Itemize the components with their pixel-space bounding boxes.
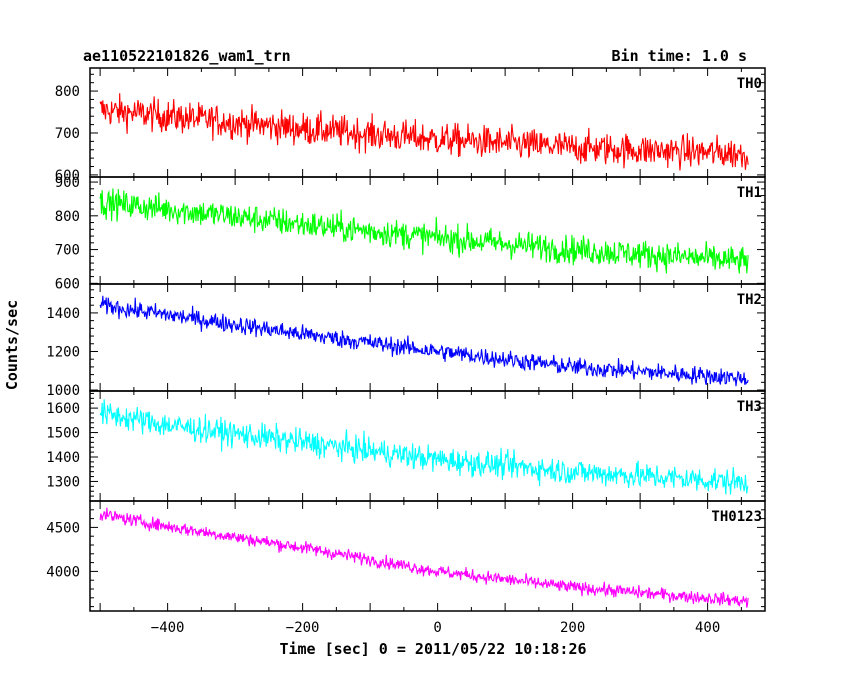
y-tick-label: 600 [55,168,80,184]
x-axis: −400 −200 0 200 400 [151,620,721,636]
panel-th1: 600 700 800 900 TH1 [55,175,766,292]
series-line-th3 [99,399,749,495]
series-line-th0 [99,93,749,171]
panel-label-th2: TH2 [737,292,762,308]
panel-frame [89,67,766,178]
y-tick-label: 800 [55,209,80,225]
y-tick-label: 700 [55,126,80,142]
y-tick-label: 1400 [46,450,80,466]
y-tick-label: 700 [55,243,80,259]
x-tick-label: 400 [695,620,720,636]
panel-label-th1: TH1 [737,185,762,201]
panel-label-th0: TH0 [737,76,762,92]
x-tick-label: −200 [286,620,320,636]
series-line-th2 [99,295,749,387]
y-axis-title: Counts/sec [3,300,21,390]
panel-label-th0123: TH0123 [711,509,762,525]
y-tick-label: 900 [55,175,80,191]
y-tick-label: 1500 [46,426,80,442]
panel-frame [89,500,766,612]
x-tick-label: −400 [151,620,185,636]
series-line-th1 [99,188,749,274]
panel-th3: 1300 1400 1500 1600 TH3 [46,390,766,502]
x-axis-title: Time [sec] 0 = 2011/05/22 10:18:26 [279,640,586,658]
panel-label-th3: TH3 [737,399,762,415]
panel-frame [89,283,766,392]
bin-time-label: Bin time: 1.0 s [612,47,747,65]
panels-group: 600 700 800 TH0 600 700 800 900 TH1 1000 1200 1400 T… [46,67,766,612]
x-tick-label: 0 [433,620,441,636]
y-tick-label: 1300 [46,474,80,490]
y-tick-label: 800 [55,84,80,100]
y-tick-label: 1000 [46,383,80,399]
y-tick-label: 1600 [46,401,80,417]
panel-frame [89,176,766,285]
panel-th0123: 4000 4500 TH0123 [46,500,766,612]
x-tick-label: 200 [560,620,585,636]
y-tick-label: 4500 [46,520,80,536]
chart-title: ae110522101826_wam1_trn [83,47,291,65]
y-tick-label: 600 [55,276,80,292]
series-line-th0123 [99,507,749,608]
panel-th0: 600 700 800 TH0 [55,67,766,184]
y-tick-label: 1200 [46,344,80,360]
y-tick-label: 1400 [46,306,80,322]
panel-th2: 1000 1200 1400 TH2 [46,283,766,399]
y-tick-label: 4000 [46,564,80,580]
